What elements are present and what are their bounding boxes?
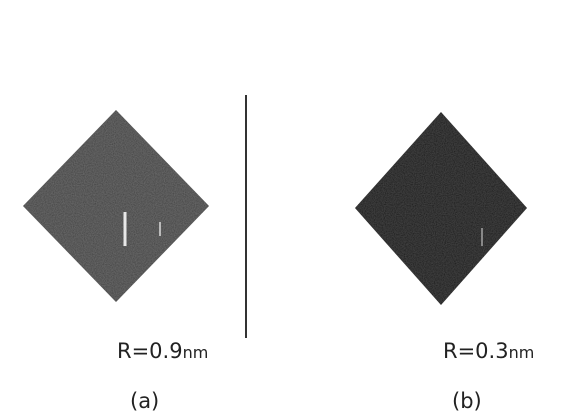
radius-label: R=0.9nm [117,339,208,363]
afm-image [355,112,527,305]
caption: (a) [130,389,159,413]
radius-label: R=0.3nm [443,339,534,363]
unit: nm [183,343,209,362]
figure: R=0.9nm (a) R=0.3nm (b) [0,0,568,414]
radius-value: R=0.9 [117,339,183,363]
caption: (b) [452,389,482,413]
afm-image [23,110,209,302]
radius-value: R=0.3 [443,339,509,363]
unit: nm [509,343,535,362]
